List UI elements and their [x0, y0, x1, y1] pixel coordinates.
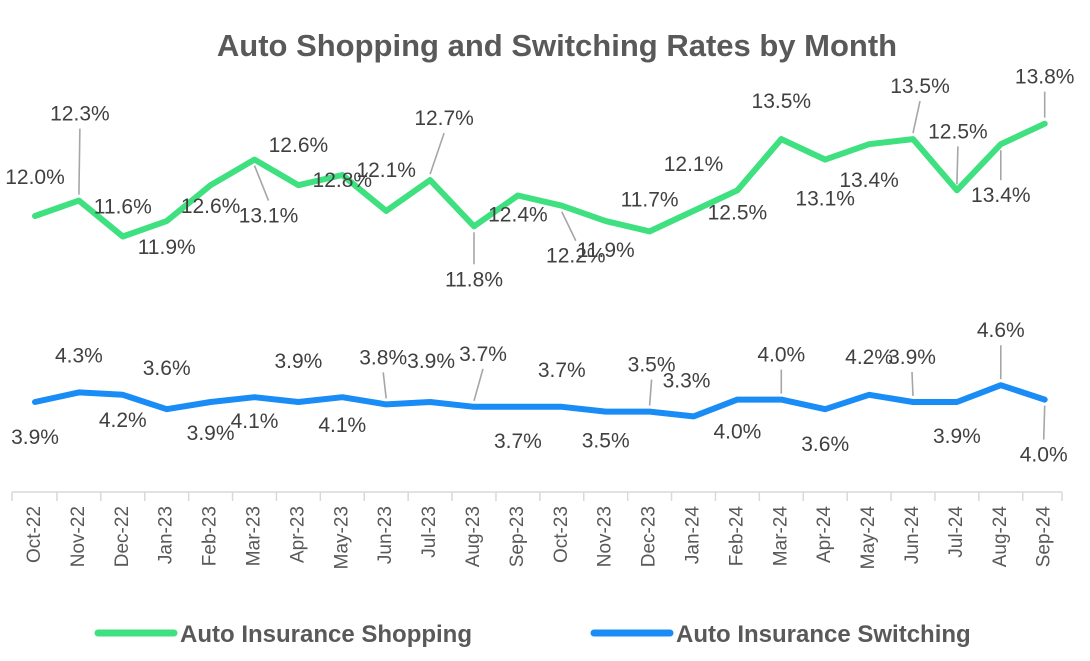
x-tick-label: May-24	[858, 506, 879, 570]
chart-title: Auto Shopping and Switching Rates by Mon…	[217, 28, 897, 63]
x-tick-label: Jun-24	[902, 506, 923, 565]
x-tick-label: Feb-23	[200, 506, 221, 566]
x-tick-label: Nov-23	[595, 506, 616, 567]
label-leader-line	[382, 372, 387, 399]
series-layer	[32, 120, 1048, 420]
data-label: 12.5%	[708, 201, 768, 224]
x-tick-label: Jan-23	[156, 506, 177, 564]
x-tick-label: Sep-24	[1034, 506, 1055, 568]
data-label: 13.5%	[752, 90, 812, 113]
data-label: 4.0%	[1020, 444, 1068, 467]
data-label: 13.8%	[1015, 66, 1075, 89]
x-tick-label: Mar-24	[770, 506, 791, 567]
data-label: 4.2%	[99, 409, 147, 432]
label-leader-line	[253, 165, 270, 201]
data-label: 3.7%	[538, 359, 586, 382]
data-label: 13.4%	[971, 184, 1031, 207]
data-label: 11.9%	[577, 239, 635, 262]
x-tick-label: Jul-23	[419, 506, 440, 558]
data-label: 11.9%	[138, 236, 196, 259]
x-tick-label: Dec-23	[639, 506, 660, 567]
legend-label: Auto Insurance Shopping	[180, 621, 472, 648]
x-tick-label: Nov-22	[68, 506, 89, 567]
data-label: 12.1%	[664, 153, 724, 176]
data-label: 13.1%	[795, 188, 855, 211]
series-line-shopping	[32, 120, 1048, 240]
data-label: 12.3%	[50, 103, 110, 126]
data-label: 4.1%	[231, 410, 279, 433]
x-tick-label: Dec-22	[112, 506, 133, 567]
data-label: 13.5%	[890, 75, 950, 98]
data-label: 12.8%	[313, 169, 373, 192]
data-label: 3.5%	[628, 354, 676, 377]
series-line-switching	[32, 382, 1048, 420]
label-leader-line	[956, 146, 959, 185]
x-tick-label: Jan-24	[683, 506, 704, 565]
data-label: 4.3%	[55, 344, 103, 367]
x-tick-label: Apr-23	[287, 506, 308, 563]
data-label: 12.6%	[269, 134, 329, 157]
data-label: 12.7%	[414, 107, 474, 130]
x-tick-label: Oct-23	[551, 506, 572, 563]
data-label: 12.1%	[356, 159, 416, 182]
data-label: 13.1%	[239, 205, 299, 228]
data-label: 3.8%	[359, 346, 407, 369]
data-label: 12.0%	[5, 166, 65, 189]
data-label: 3.6%	[801, 433, 849, 456]
x-tick-label: Mar-23	[244, 506, 265, 566]
data-label: 12.6%	[181, 195, 241, 218]
data-label: 4.0%	[757, 344, 805, 367]
x-tick-label: Sep-23	[507, 506, 528, 567]
data-label: 11.6%	[94, 196, 152, 219]
label-leader-line	[648, 379, 653, 406]
x-tick-label: Jun-23	[375, 506, 396, 564]
data-label: 3.6%	[143, 357, 191, 380]
data-label: 4.6%	[977, 319, 1025, 342]
label-leader-line	[78, 128, 81, 195]
x-tick-label: Aug-23	[463, 506, 484, 567]
x-tick-label: Aug-24	[990, 506, 1011, 568]
x-tick-label: Oct-22	[24, 506, 45, 563]
data-label: 3.9%	[274, 350, 322, 373]
data-label: 3.9%	[888, 346, 936, 369]
data-label: 4.1%	[318, 414, 366, 437]
x-tick-label: Jul-24	[946, 506, 967, 558]
data-label-layer: 12.0%12.3%11.6%11.9%12.6%13.1%12.6%12.8%…	[5, 66, 1074, 467]
label-leader-line	[473, 368, 484, 402]
data-label: 3.7%	[459, 343, 507, 366]
data-label: 4.0%	[713, 421, 761, 444]
data-label: 11.8%	[445, 268, 503, 291]
data-label: 3.9%	[11, 426, 59, 449]
legend-label: Auto Insurance Switching	[676, 621, 971, 648]
data-label: 3.7%	[494, 430, 542, 453]
data-label: 3.9%	[933, 425, 981, 448]
data-label: 3.3%	[663, 369, 711, 392]
x-tick-label: May-23	[331, 506, 352, 569]
legend: Auto Insurance Shopping Auto Insurance Sw…	[94, 621, 971, 648]
data-label: 4.2%	[845, 346, 893, 369]
data-label: 3.5%	[582, 430, 630, 453]
data-label: 11.7%	[621, 188, 679, 211]
data-label: 3.9%	[187, 422, 235, 445]
label-leader-line	[911, 371, 914, 397]
data-label: 12.5%	[928, 120, 988, 143]
label-leader-line	[1042, 405, 1046, 440]
x-tick-label: Feb-24	[726, 506, 747, 567]
x-tick-label: Apr-24	[814, 506, 835, 563]
label-leader-line	[429, 132, 445, 175]
data-label: 3.9%	[407, 350, 455, 373]
data-label: 12.2%	[546, 245, 606, 268]
label-leader-line	[561, 211, 577, 242]
x-axis: Oct-22 Nov-22 Dec-22 Jan-23 Feb-23 Mar-23 Apr-…	[11, 491, 1063, 570]
data-label: 12.4%	[488, 203, 548, 226]
label-leader-line	[912, 100, 921, 134]
data-label: 13.4%	[839, 169, 899, 192]
